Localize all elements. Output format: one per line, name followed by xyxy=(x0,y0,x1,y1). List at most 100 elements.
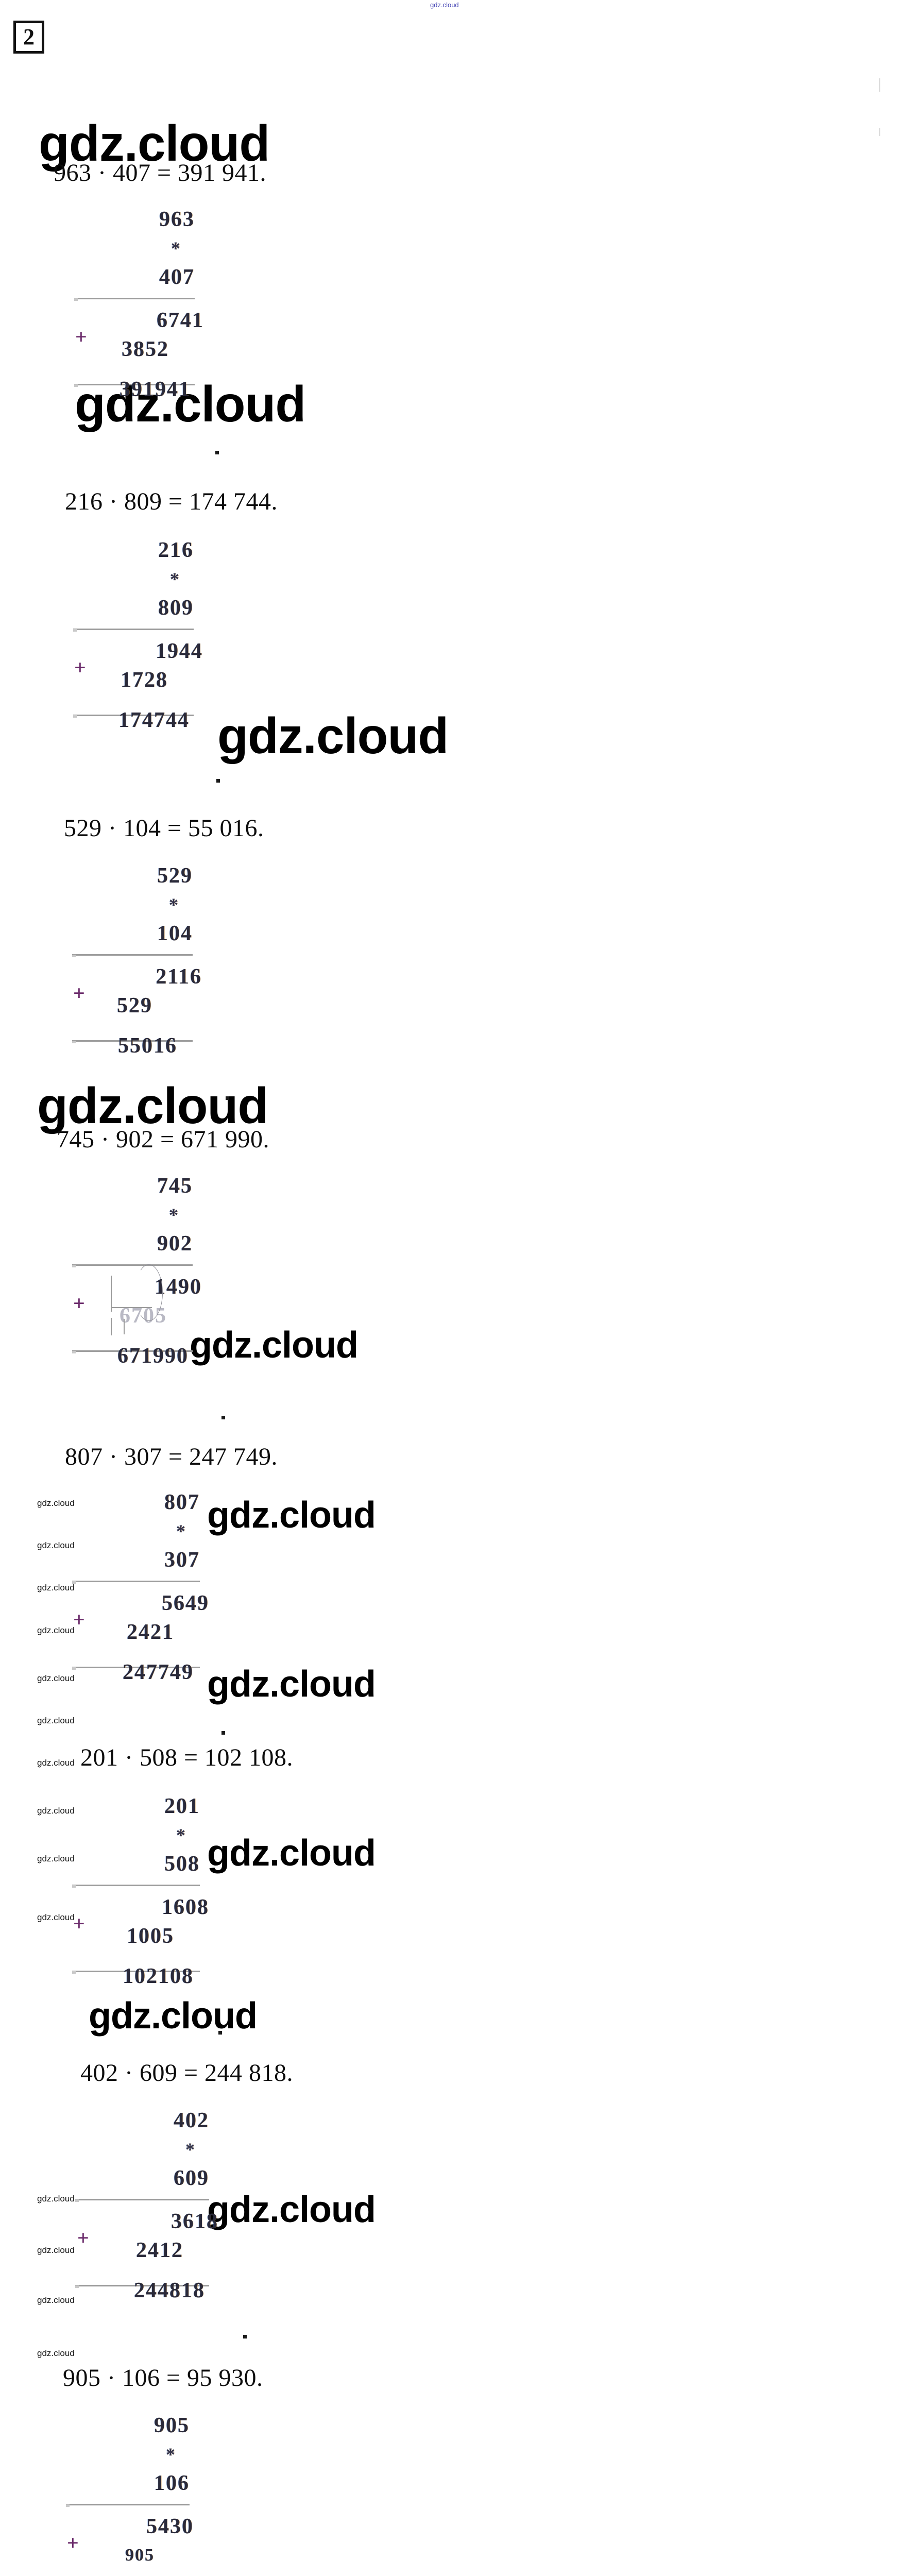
divider-rule-bottom xyxy=(73,715,194,718)
multiply-operator-icon: * xyxy=(169,1205,178,1225)
partial-product-row-1: 3618 xyxy=(92,2207,217,2236)
multiplicand-row: 905 xyxy=(72,2411,190,2440)
watermark-large-7: gdz.cloud xyxy=(207,1664,376,1705)
trailing-period-1 xyxy=(215,451,219,454)
divider-rule-bottom xyxy=(72,1040,193,1043)
operator-row-times: * xyxy=(75,1200,193,1229)
multiply-operator-icon: * xyxy=(185,2139,195,2160)
watermark-small-7: gdz.cloud xyxy=(37,1758,75,1768)
watermark-large-11: gdz.cloud xyxy=(155,2567,386,2576)
partial-product-row-2: + 1005 xyxy=(73,1912,200,1951)
partial-product-2: 905 xyxy=(125,2546,155,2565)
partial-product-row-2: + 2412 xyxy=(77,2226,209,2265)
partial-product-row-2: + 2421 xyxy=(73,1608,200,1647)
scan-artifact-bar-4 xyxy=(111,1307,152,1308)
equation-line-2: 216 · 809 = 174 744. xyxy=(65,488,278,515)
multiplier-value: 106 xyxy=(154,2471,190,2495)
multiplicand-row: 807 xyxy=(82,1488,200,1517)
partial-product-2: 2421 xyxy=(127,1620,174,1644)
product-value: 102108 xyxy=(123,1964,194,1988)
multiply-operator-icon: * xyxy=(169,894,178,915)
product-value: 55016 xyxy=(118,1034,177,1058)
product-row: 247749 xyxy=(82,1658,200,1687)
partial-product-row-2: + 3852 xyxy=(75,325,195,364)
product-value: 247749 xyxy=(123,1660,194,1684)
product-row: 391941 xyxy=(77,375,195,404)
multiplicand-value: 402 xyxy=(174,2109,209,2132)
multiply-operator-icon: * xyxy=(176,1825,185,1845)
watermark-large-4: gdz.cloud xyxy=(37,1077,268,1134)
multiplicand-value: 216 xyxy=(158,538,194,562)
watermark-small-1: gdz.cloud xyxy=(37,1498,75,1508)
plus-operator-icon: + xyxy=(77,2226,89,2249)
trailing-period-3 xyxy=(226,1096,229,1100)
divider-rule-top xyxy=(72,1264,193,1267)
partial-product-row-2: + 1728 xyxy=(74,656,194,694)
multiplicand-row: 402 xyxy=(92,2106,209,2135)
column-work-3: 529 * 104 2116 + 529 55016 xyxy=(72,861,201,1060)
multiplier-value: 104 xyxy=(157,922,193,945)
product-row: 244818 xyxy=(92,2276,209,2305)
multiplier-row: 307 xyxy=(82,1546,200,1574)
multiply-operator-icon: * xyxy=(171,238,180,259)
edge-tick-mark-2 xyxy=(879,128,880,136)
divider-rule-top xyxy=(72,1581,200,1584)
product-value: 671990 xyxy=(117,1344,189,1368)
scan-artifact-curve xyxy=(135,1264,163,1321)
edge-tick-mark-1 xyxy=(879,78,880,92)
watermark-large-8: gdz.cloud xyxy=(207,1833,376,1874)
partial-product-1: 5430 xyxy=(146,2515,194,2538)
watermark-large-3: gdz.cloud xyxy=(217,707,449,764)
divider-rule-bottom xyxy=(74,384,195,387)
multiply-operator-icon: * xyxy=(170,569,179,589)
product-row: 174744 xyxy=(76,706,194,735)
watermark-small-6: gdz.cloud xyxy=(37,1716,75,1725)
multiplier-value: 407 xyxy=(159,265,195,289)
divider-rule-top xyxy=(74,298,195,301)
column-work-4: 745 * 902 1490 + 6705 671990 xyxy=(72,1172,201,1370)
partial-product-1: 3618 xyxy=(171,2210,218,2233)
watermark-small-8: gdz.cloud xyxy=(37,1806,75,1816)
trailing-period-2 xyxy=(216,779,220,783)
watermark-small-2: gdz.cloud xyxy=(37,1540,75,1550)
product-value: 244818 xyxy=(134,2279,205,2302)
scan-artifact-bar-2 xyxy=(111,1318,112,1335)
partial-product-2: 529 xyxy=(117,994,152,1018)
multiplicand-row: 745 xyxy=(75,1172,193,1200)
plus-operator-icon: + xyxy=(67,2531,79,2554)
trailing-period-7 xyxy=(243,2335,247,2338)
partial-product-row-1: 2116 xyxy=(75,962,201,991)
column-work-2: 216 * 809 1944 + 1728 174744 xyxy=(73,536,202,735)
watermark-large-6: gdz.cloud xyxy=(207,1495,376,1536)
multiplier-value: 609 xyxy=(174,2166,209,2190)
multiplicand-value: 745 xyxy=(157,1174,193,1198)
multiplier-row: 609 xyxy=(92,2164,209,2193)
divider-rule-bottom xyxy=(75,2285,209,2288)
plus-operator-icon: + xyxy=(74,656,86,679)
column-work-1: 963 * 407 6741 + 3852 391941 xyxy=(74,205,203,404)
operator-row-times: * xyxy=(77,234,195,263)
column-work-5: 807 * 307 5649 + 2421 247749 xyxy=(72,1488,208,1687)
multiplier-value: 508 xyxy=(164,1852,200,1876)
partial-product-row-1: 6741 xyxy=(77,306,203,335)
divider-rule-top xyxy=(66,2504,190,2507)
multiplier-row: 902 xyxy=(75,1229,193,1258)
plus-operator-icon: + xyxy=(75,325,87,348)
operator-row-times: * xyxy=(82,1821,200,1850)
equation-line-8: 905 · 106 = 95 930. xyxy=(63,2364,263,2392)
multiplicand-value: 529 xyxy=(157,864,193,888)
multiplier-row: 104 xyxy=(75,919,193,948)
trailing-period-5 xyxy=(221,1731,225,1735)
task-number-label: 2 xyxy=(23,24,35,49)
partial-product-row-1: 1608 xyxy=(82,1893,208,1922)
multiplier-row: 407 xyxy=(77,263,195,292)
partial-product-row-2: + 905 xyxy=(67,2531,190,2570)
scan-artifact-bar-3 xyxy=(124,1319,125,1334)
plus-operator-icon: + xyxy=(73,1292,85,1315)
plus-operator-icon: + xyxy=(73,1912,85,1935)
watermark-large-5: gdz.cloud xyxy=(190,1325,359,1366)
equation-line-5: 807 · 307 = 247 749. xyxy=(65,1443,278,1470)
partial-product-row-1: 1490 xyxy=(75,1273,201,1301)
multiplicand-value: 905 xyxy=(154,2414,190,2437)
